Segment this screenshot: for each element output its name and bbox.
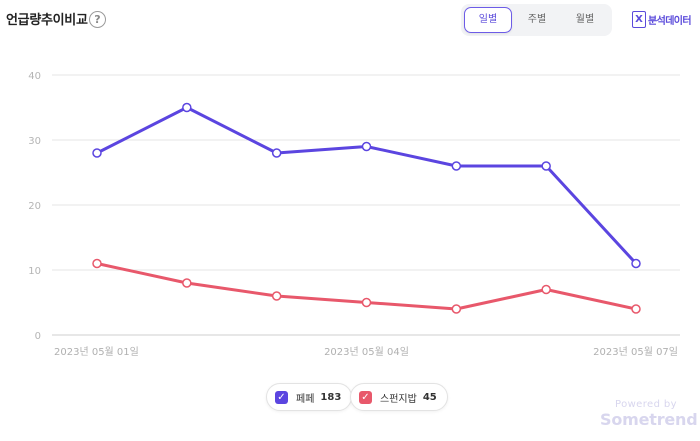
data-point [631, 258, 641, 269]
data-point [361, 141, 372, 152]
legend-checkbox-icon[interactable]: ✓ [359, 390, 372, 404]
legend-series-total: 183 [320, 391, 342, 403]
data-point [361, 297, 372, 308]
period-toggle: 일별 주별 월별 [461, 4, 612, 36]
tab-monthly[interactable]: 월별 [575, 14, 595, 25]
x-tick-label: 2023년 05월 01일 [54, 346, 139, 358]
y-tick-label: 0 [35, 331, 41, 342]
data-point [451, 304, 462, 314]
legend-item-pepe[interactable]: ✓ 페페 183 [266, 383, 353, 411]
data-point [631, 304, 641, 314]
chart-title: 언급량추이비교 [6, 13, 88, 28]
data-point [271, 148, 282, 158]
data-point [182, 102, 192, 113]
legend-series-name: 스펀지밥 [380, 393, 417, 405]
x-tick-label: 2023년 05월 07일 [593, 346, 678, 358]
x-tick-label: 2023년 05월 04일 [324, 346, 409, 358]
series-line [95, 106, 638, 265]
y-tick-label: 40 [28, 71, 41, 82]
legend-item-spongebob[interactable]: ✓ 스펀지밥 45 [350, 383, 448, 411]
legend-checkbox-icon[interactable]: ✓ [275, 390, 288, 404]
y-tick-label: 10 [28, 266, 41, 277]
analysis-data-label: 분석데이터 [648, 15, 692, 27]
data-point [541, 284, 551, 295]
powered-by-logo: Powered by Sometrend [600, 399, 698, 429]
analysis-data-button[interactable]: X 분석데이터 [632, 9, 692, 29]
legend-series-total: 45 [422, 391, 437, 403]
data-point [271, 291, 282, 301]
excel-icon: X [632, 10, 646, 28]
data-point [451, 161, 462, 171]
data-point [541, 161, 551, 171]
powered-by-text: Powered by [615, 399, 677, 410]
data-point [92, 258, 102, 269]
y-tick-label: 20 [28, 201, 41, 212]
y-tick-label: 30 [28, 136, 41, 147]
brand-name: Sometrend [600, 410, 698, 429]
legend-series-name: 페페 [296, 393, 315, 405]
help-icon[interactable]: ? [89, 11, 106, 28]
data-point [92, 148, 102, 158]
tab-daily[interactable]: 일별 [464, 7, 512, 33]
data-point [182, 278, 192, 288]
tab-weekly[interactable]: 주별 [527, 14, 547, 25]
